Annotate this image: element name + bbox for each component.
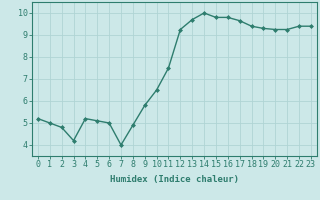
X-axis label: Humidex (Indice chaleur): Humidex (Indice chaleur) [110, 175, 239, 184]
